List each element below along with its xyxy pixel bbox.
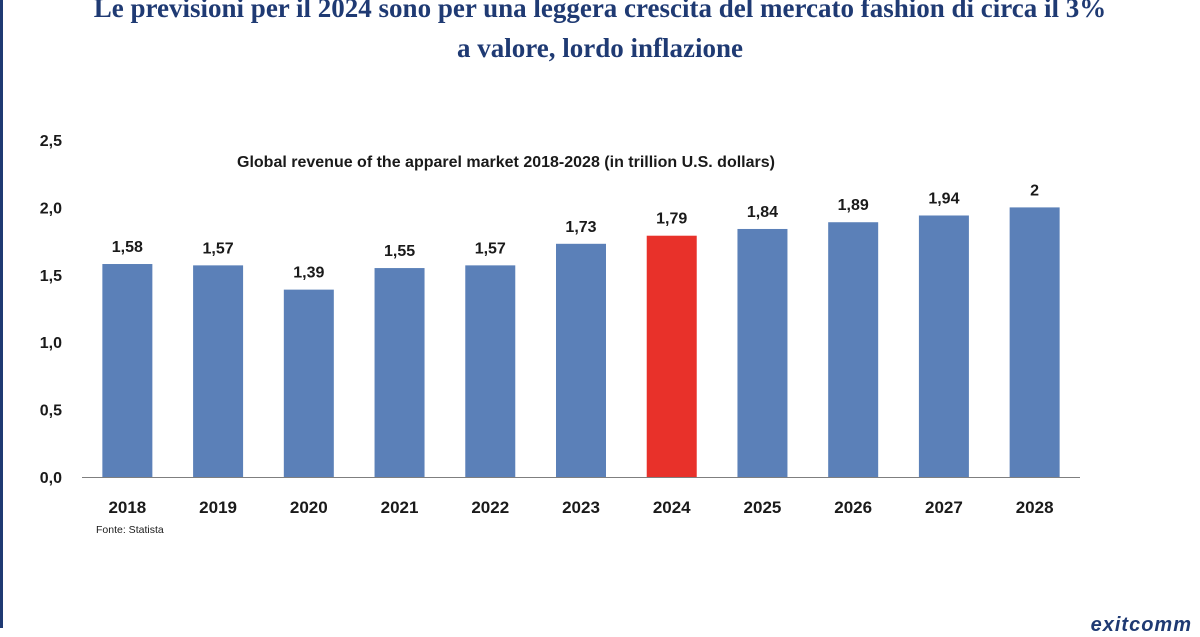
y-axis: 0,0 0,5 1,0 1,5 2,0 2,5	[40, 133, 62, 487]
x-tick-label: 2023	[562, 498, 600, 517]
bar-value-label: 1,57	[475, 240, 506, 257]
bar-2020	[283, 289, 334, 477]
chart-title: Global revenue of the apparel market 201…	[237, 154, 775, 171]
bar-series: 1,58 1,57 1,39 1,55 1,57 1,73 1,79 1,84 1,89 1,94…	[102, 182, 1060, 477]
bar-value-label: 1,79	[656, 211, 687, 228]
x-tick-label: 2022	[471, 498, 509, 517]
bar-highlight-2024	[646, 235, 697, 477]
x-tick-label: 2018	[108, 498, 146, 517]
bar-2023	[556, 243, 606, 477]
bar-value-label: 1,84	[747, 204, 778, 221]
source-note: Fonte: Statista	[96, 524, 164, 536]
x-tick-label: 2027	[925, 498, 963, 517]
bar-2018	[102, 264, 153, 477]
bar-value-label: 2	[1030, 182, 1039, 199]
x-tick-label: 2019	[199, 498, 237, 517]
x-axis: 2018 2019 2020 2021 2022 2023 2024 2025 2026 2027…	[82, 477, 1080, 517]
bar-value-label: 1,55	[384, 243, 415, 260]
y-tick-label: 1,0	[40, 335, 62, 352]
x-tick-label: 2024	[653, 498, 691, 517]
y-tick-label: 2,0	[40, 200, 62, 217]
bar-2027	[918, 215, 969, 477]
bar-2025	[737, 228, 788, 477]
left-accent-rule	[0, 0, 3, 628]
bar-2022	[465, 265, 516, 477]
bar-value-label: 1,89	[838, 197, 869, 214]
bar-value-label: 1,57	[203, 240, 234, 257]
bar-value-label: 1,58	[112, 239, 143, 256]
y-tick-label: 1,5	[40, 268, 62, 285]
headline-line-2: a valore, lordo inflazione	[457, 33, 743, 63]
x-tick-label: 2028	[1016, 498, 1054, 517]
bar-2019	[193, 265, 244, 477]
x-tick-label: 2021	[381, 498, 419, 517]
x-tick-label: 2026	[834, 498, 872, 517]
x-tick-label: 2020	[290, 498, 328, 517]
y-tick-label: 0,5	[40, 403, 62, 420]
bar-value-label: 1,73	[565, 219, 596, 236]
y-tick-label: 0,0	[40, 470, 62, 487]
bar-value-label: 1,94	[928, 190, 959, 207]
brand-logo: exitcomm	[1090, 614, 1192, 636]
bar-2021	[374, 268, 425, 477]
bar-value-label: 1,39	[293, 265, 324, 282]
bar-2028	[1009, 207, 1060, 477]
bar-2026	[828, 222, 879, 477]
x-tick-label: 2025	[744, 498, 782, 517]
headline-line-1: Le previsioni per il 2024 sono per una l…	[93, 0, 1107, 23]
slide-headline: Le previsioni per il 2024 sono per una l…	[0, 0, 1200, 68]
y-tick-label: 2,5	[40, 133, 62, 150]
